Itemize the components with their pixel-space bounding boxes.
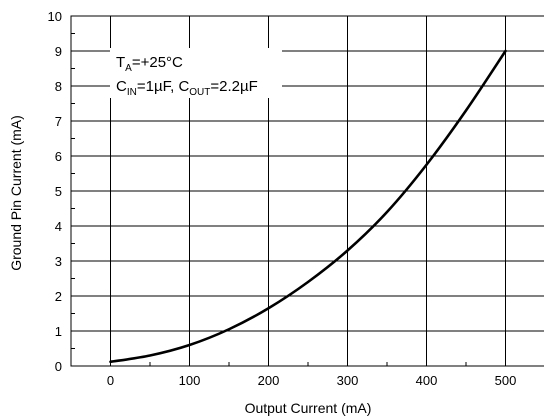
x-tick-label: 200 — [258, 373, 280, 388]
x-tick-label: 100 — [179, 373, 201, 388]
y-tick-label: 10 — [48, 9, 62, 24]
annotation-background — [110, 48, 282, 98]
series-line-ground-pin-current — [109, 49, 507, 364]
x-tick-label: 0 — [107, 373, 114, 388]
y-axis-title: Ground Pin Current (mA) — [8, 115, 24, 271]
conditions-annotation: TA=+25°C CIN=1µF, COUT=2.2µF — [110, 48, 282, 98]
y-tick-label: 1 — [55, 324, 62, 339]
x-tick-label: 400 — [416, 373, 438, 388]
y-tick-label: 9 — [55, 44, 62, 59]
annotation-line-temperature: TA=+25°C — [116, 54, 183, 74]
y-tick-label: 2 — [55, 289, 62, 304]
plot-frame — [70, 15, 544, 367]
y-tick-label: 4 — [55, 219, 62, 234]
y-tick-label: 5 — [55, 184, 62, 199]
x-tick-label: 300 — [337, 373, 359, 388]
y-tick-label: 6 — [55, 149, 62, 164]
y-tick-label: 3 — [55, 254, 62, 269]
y-tick-label: 8 — [55, 79, 62, 94]
y-tick-label: 7 — [55, 114, 62, 129]
annotation-line-capacitors: CIN=1µF, COUT=2.2µF — [116, 78, 258, 98]
y-tick-label: 0 — [55, 359, 62, 374]
x-tick-label: 500 — [495, 373, 517, 388]
tick-labels: 0 100 200 300 400 500 0 1 2 3 4 5 6 7 8 9 10 — [48, 9, 517, 388]
x-axis-title: Output Current (mA) — [245, 400, 372, 416]
